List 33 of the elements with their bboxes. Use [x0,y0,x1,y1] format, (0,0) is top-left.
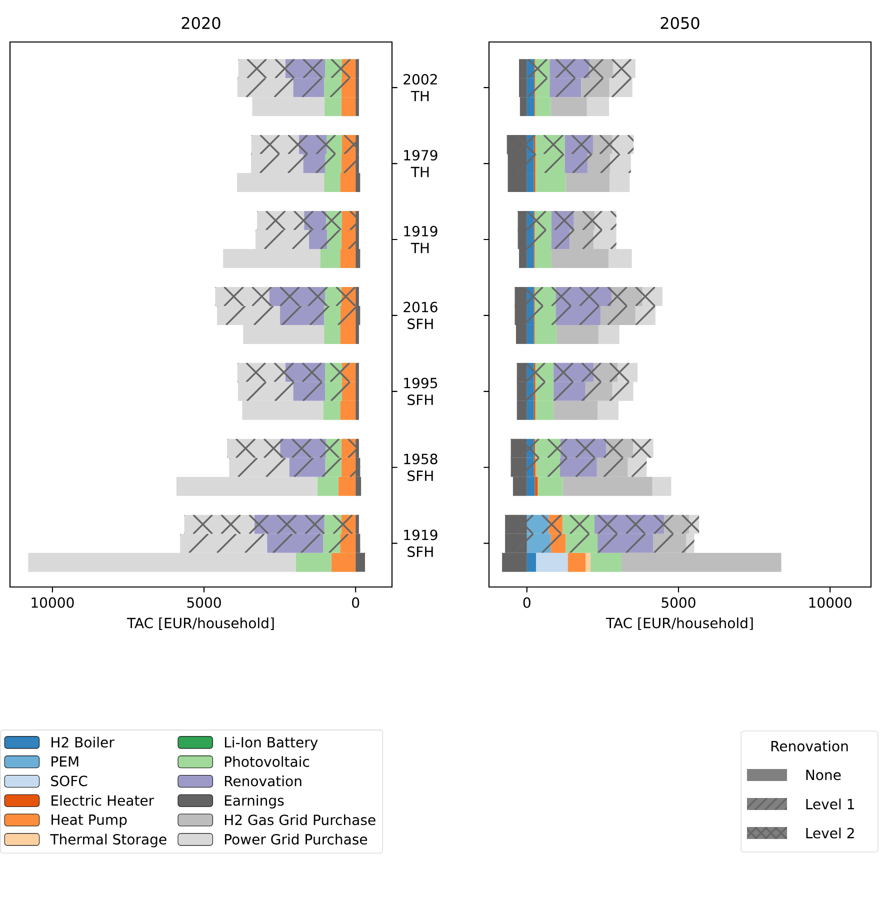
legend-label: H2 Boiler [52,736,114,748]
chart-title: 2020 [182,16,220,30]
x-tick-label: 0 [352,597,360,608]
legend-label: Earnings [224,794,284,808]
legend-label: SOFC [51,776,88,786]
x-axis-title: TAC [EUR/household] [606,617,753,630]
legend-title: Renovation [771,740,848,752]
y-tick-label: 2002 TH [404,74,437,102]
y-tick-label: 1919 SFH [404,530,438,558]
legend-label: Electric Heater [52,794,154,806]
y-tick-label: 1919 TH [404,226,438,254]
y-tick-label: 2016 SFH [404,302,438,330]
x-tick-label: 0 [523,597,530,608]
x-tick-label: 5000 [662,597,696,608]
chart-title: 2050 [660,16,700,30]
category-label: Level 2 [806,828,854,838]
x-tick-label: 10000 [809,597,852,608]
x-axis-title: TAC [EUR/household] [126,617,274,630]
legend-label: Thermal Storage [50,834,166,848]
legend-label: Renovation [224,776,302,786]
y-tick-label: 1979 TH [404,150,438,178]
legend-label: Li-Ion Battery [224,736,318,750]
legend-label: Power Grid Purchase [224,834,368,845]
x-tick-label: 5000 [187,597,221,608]
y-tick-label: 1995 SFH [404,378,438,406]
legend-label: Photovoltaic [224,756,310,767]
legend-label: Heat Pump [52,814,127,828]
y-tick-label: 1958 SFH [404,454,438,482]
x-tick-label: 10000 [32,597,74,608]
category-label: Level 1 [806,798,854,810]
legend-label: PEM [52,756,78,767]
category-label: None [806,770,841,780]
legend-label: H2 Gas Grid Purchase [224,814,376,826]
